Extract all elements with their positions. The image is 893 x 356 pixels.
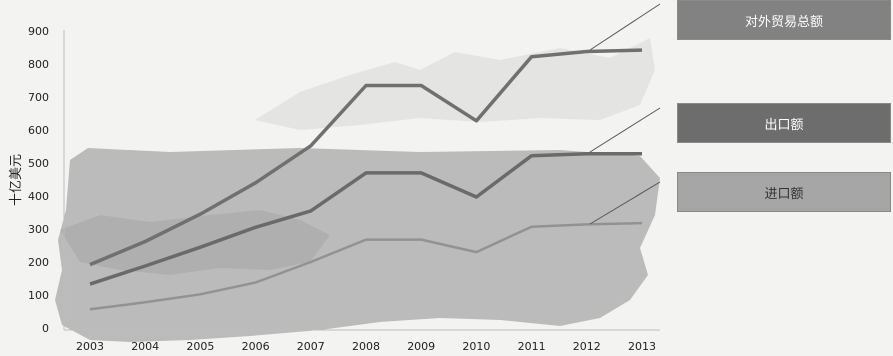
y-tick-label: 0 [42,322,49,335]
x-tick-label: 2003 [76,340,104,353]
legend-item: 出口额 [677,103,891,143]
legend-item-label: 出口额 [764,117,804,133]
y-tick-label: 100 [28,289,49,302]
legend-item-label: 进口额 [764,186,804,202]
x-tick-label: 2013 [628,340,656,353]
x-tick-label: 2004 [131,340,159,353]
legend-leader-lines [589,3,661,225]
y-tick-label: 600 [28,124,49,137]
y-tick-label: 900 [28,25,49,38]
y-axis-title: 十亿美元 [9,154,24,206]
series-line [89,48,643,267]
legend-leader-line [589,107,661,153]
background-map [55,38,660,342]
legend-leader-line [589,3,661,51]
legend-item: 对外贸易总额 [677,0,891,40]
y-tick-label: 300 [28,223,49,236]
y-tick-label: 700 [28,91,49,104]
x-tick-label: 2008 [352,340,380,353]
x-tick-label: 2007 [297,340,325,353]
legend-item-label: 对外贸易总额 [744,14,823,30]
legend-leader-line [589,181,661,225]
series-line [89,221,643,311]
x-tick-label: 2006 [242,340,270,353]
x-tick-label: 2012 [573,340,601,353]
y-tick-label: 200 [28,256,49,269]
y-tick-label: 800 [28,58,49,71]
x-tick-label: 2010 [462,340,490,353]
y-tick-label: 500 [28,157,49,170]
y-tick-label: 400 [28,190,49,203]
x-tick-label: 2005 [186,340,214,353]
y-tick-labels: 0 100 200 300 400 500 600 700 800 900 [28,25,49,335]
x-tick-label: 2009 [407,340,435,353]
x-tick-label: 2011 [518,340,546,353]
series-lines [89,48,643,311]
x-tick-labels: 2003 2004 2005 2006 2007 2008 2009 2010 2011 2012… [76,340,656,353]
series-line [89,152,642,286]
legend-item: 进口额 [677,172,891,212]
